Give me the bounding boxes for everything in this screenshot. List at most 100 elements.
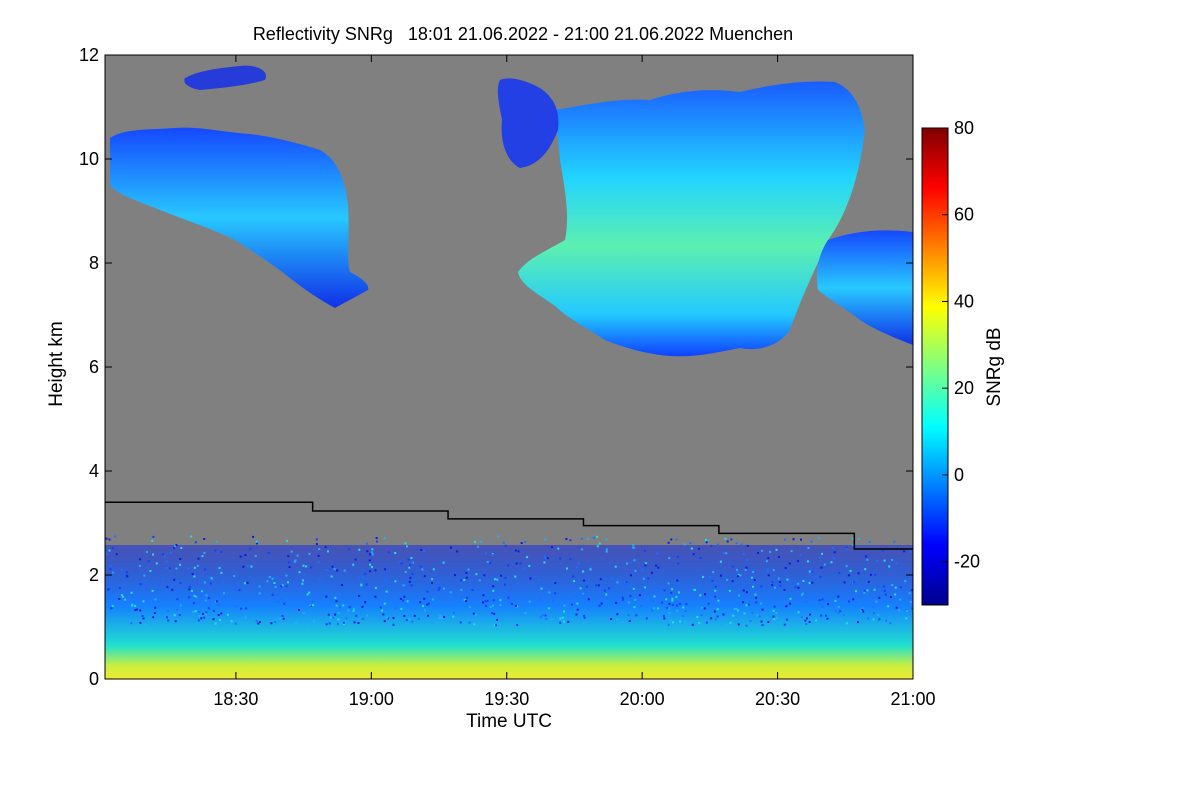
noise-pixel <box>705 621 708 624</box>
noise-pixel <box>467 568 470 571</box>
cirrus-region-left <box>110 127 369 308</box>
noise-pixel <box>714 618 717 621</box>
noise-pixel <box>575 566 578 568</box>
noise-pixel <box>810 569 813 572</box>
noise-pixel <box>165 567 168 569</box>
noise-pixel <box>139 621 142 624</box>
noise-pixel <box>872 618 875 621</box>
noise-pixel <box>212 609 215 612</box>
noise-pixel <box>312 600 315 603</box>
noise-pixel <box>644 564 647 567</box>
noise-pixel <box>569 558 572 560</box>
noise-pixel <box>621 621 624 624</box>
noise-pixel <box>151 539 154 542</box>
noise-pixel <box>217 604 220 607</box>
noise-pixel <box>596 545 599 548</box>
noise-pixel <box>881 549 884 552</box>
noise-pixel <box>582 591 585 594</box>
noise-pixel <box>583 579 585 582</box>
noise-pixel <box>797 582 799 585</box>
noise-pixel <box>216 540 218 543</box>
noise-pixel <box>287 555 290 558</box>
noise-pixel <box>698 584 701 587</box>
noise-pixel <box>193 594 196 597</box>
noise-pixel <box>403 615 406 617</box>
noise-pixel <box>909 550 912 553</box>
noise-pixel <box>704 593 706 596</box>
noise-pixel <box>784 538 786 541</box>
noise-pixel <box>667 623 670 626</box>
noise-pixel <box>694 589 697 591</box>
noise-pixel <box>671 597 674 600</box>
noise-pixel <box>852 537 855 540</box>
noise-pixel <box>347 609 350 612</box>
noise-pixel <box>744 568 747 571</box>
noise-pixel <box>745 578 748 581</box>
noise-pixel <box>800 616 803 619</box>
noise-pixel <box>155 562 158 565</box>
noise-pixel <box>274 621 277 623</box>
noise-pixel <box>176 598 179 601</box>
noise-pixel <box>663 614 665 617</box>
noise-pixel <box>599 578 602 581</box>
noise-pixel <box>576 602 579 605</box>
noise-pixel <box>361 618 364 620</box>
noise-pixel <box>141 615 144 617</box>
noise-pixel <box>605 593 608 596</box>
noise-pixel <box>485 605 488 608</box>
noise-pixel <box>894 586 897 589</box>
noise-pixel <box>478 591 481 594</box>
noise-pixel <box>244 554 247 556</box>
colorbar-tick-label: 0 <box>954 465 964 485</box>
noise-pixel <box>580 537 583 540</box>
noise-pixel <box>623 581 626 584</box>
noise-pixel <box>468 621 471 624</box>
noise-pixel <box>246 565 249 567</box>
noise-pixel <box>649 598 651 601</box>
noise-pixel <box>258 585 261 588</box>
noise-pixel <box>240 607 243 610</box>
noise-pixel <box>258 621 261 623</box>
noise-pixel <box>417 617 420 620</box>
noise-pixel <box>579 593 582 596</box>
noise-pixel <box>511 603 513 605</box>
noise-pixel <box>281 584 284 587</box>
noise-pixel <box>109 568 112 571</box>
noise-pixel <box>139 583 142 586</box>
noise-pixel <box>552 582 555 585</box>
noise-pixel <box>214 549 217 552</box>
noise-pixel <box>504 544 507 547</box>
noise-pixel <box>878 596 881 599</box>
noise-pixel <box>563 604 566 607</box>
noise-pixel <box>437 581 440 584</box>
noise-pixel <box>745 604 748 607</box>
noise-pixel <box>496 618 499 621</box>
noise-pixel <box>410 562 413 565</box>
noise-pixel <box>443 616 446 618</box>
noise-pixel <box>857 621 859 624</box>
noise-pixel <box>472 612 475 615</box>
noise-pixel <box>374 586 377 589</box>
noise-pixel <box>353 621 356 624</box>
noise-pixel <box>287 561 290 564</box>
noise-pixel <box>310 566 313 569</box>
noise-pixel <box>191 573 194 576</box>
noise-pixel <box>394 607 397 610</box>
noise-pixel <box>697 547 700 550</box>
noise-pixel <box>776 616 779 619</box>
noise-pixel <box>210 577 213 580</box>
noise-pixel <box>552 600 555 603</box>
noise-pixel <box>387 617 390 620</box>
noise-pixel <box>143 574 146 577</box>
noise-pixel <box>675 538 678 541</box>
noise-pixel <box>899 598 902 601</box>
noise-pixel <box>305 565 308 568</box>
y-tick-label: 6 <box>89 357 99 377</box>
noise-pixel <box>426 590 429 593</box>
noise-pixel <box>751 611 754 614</box>
noise-pixel <box>705 539 707 541</box>
noise-pixel <box>810 540 813 543</box>
noise-pixel <box>679 620 682 623</box>
noise-pixel <box>171 588 174 591</box>
noise-pixel <box>699 557 702 559</box>
